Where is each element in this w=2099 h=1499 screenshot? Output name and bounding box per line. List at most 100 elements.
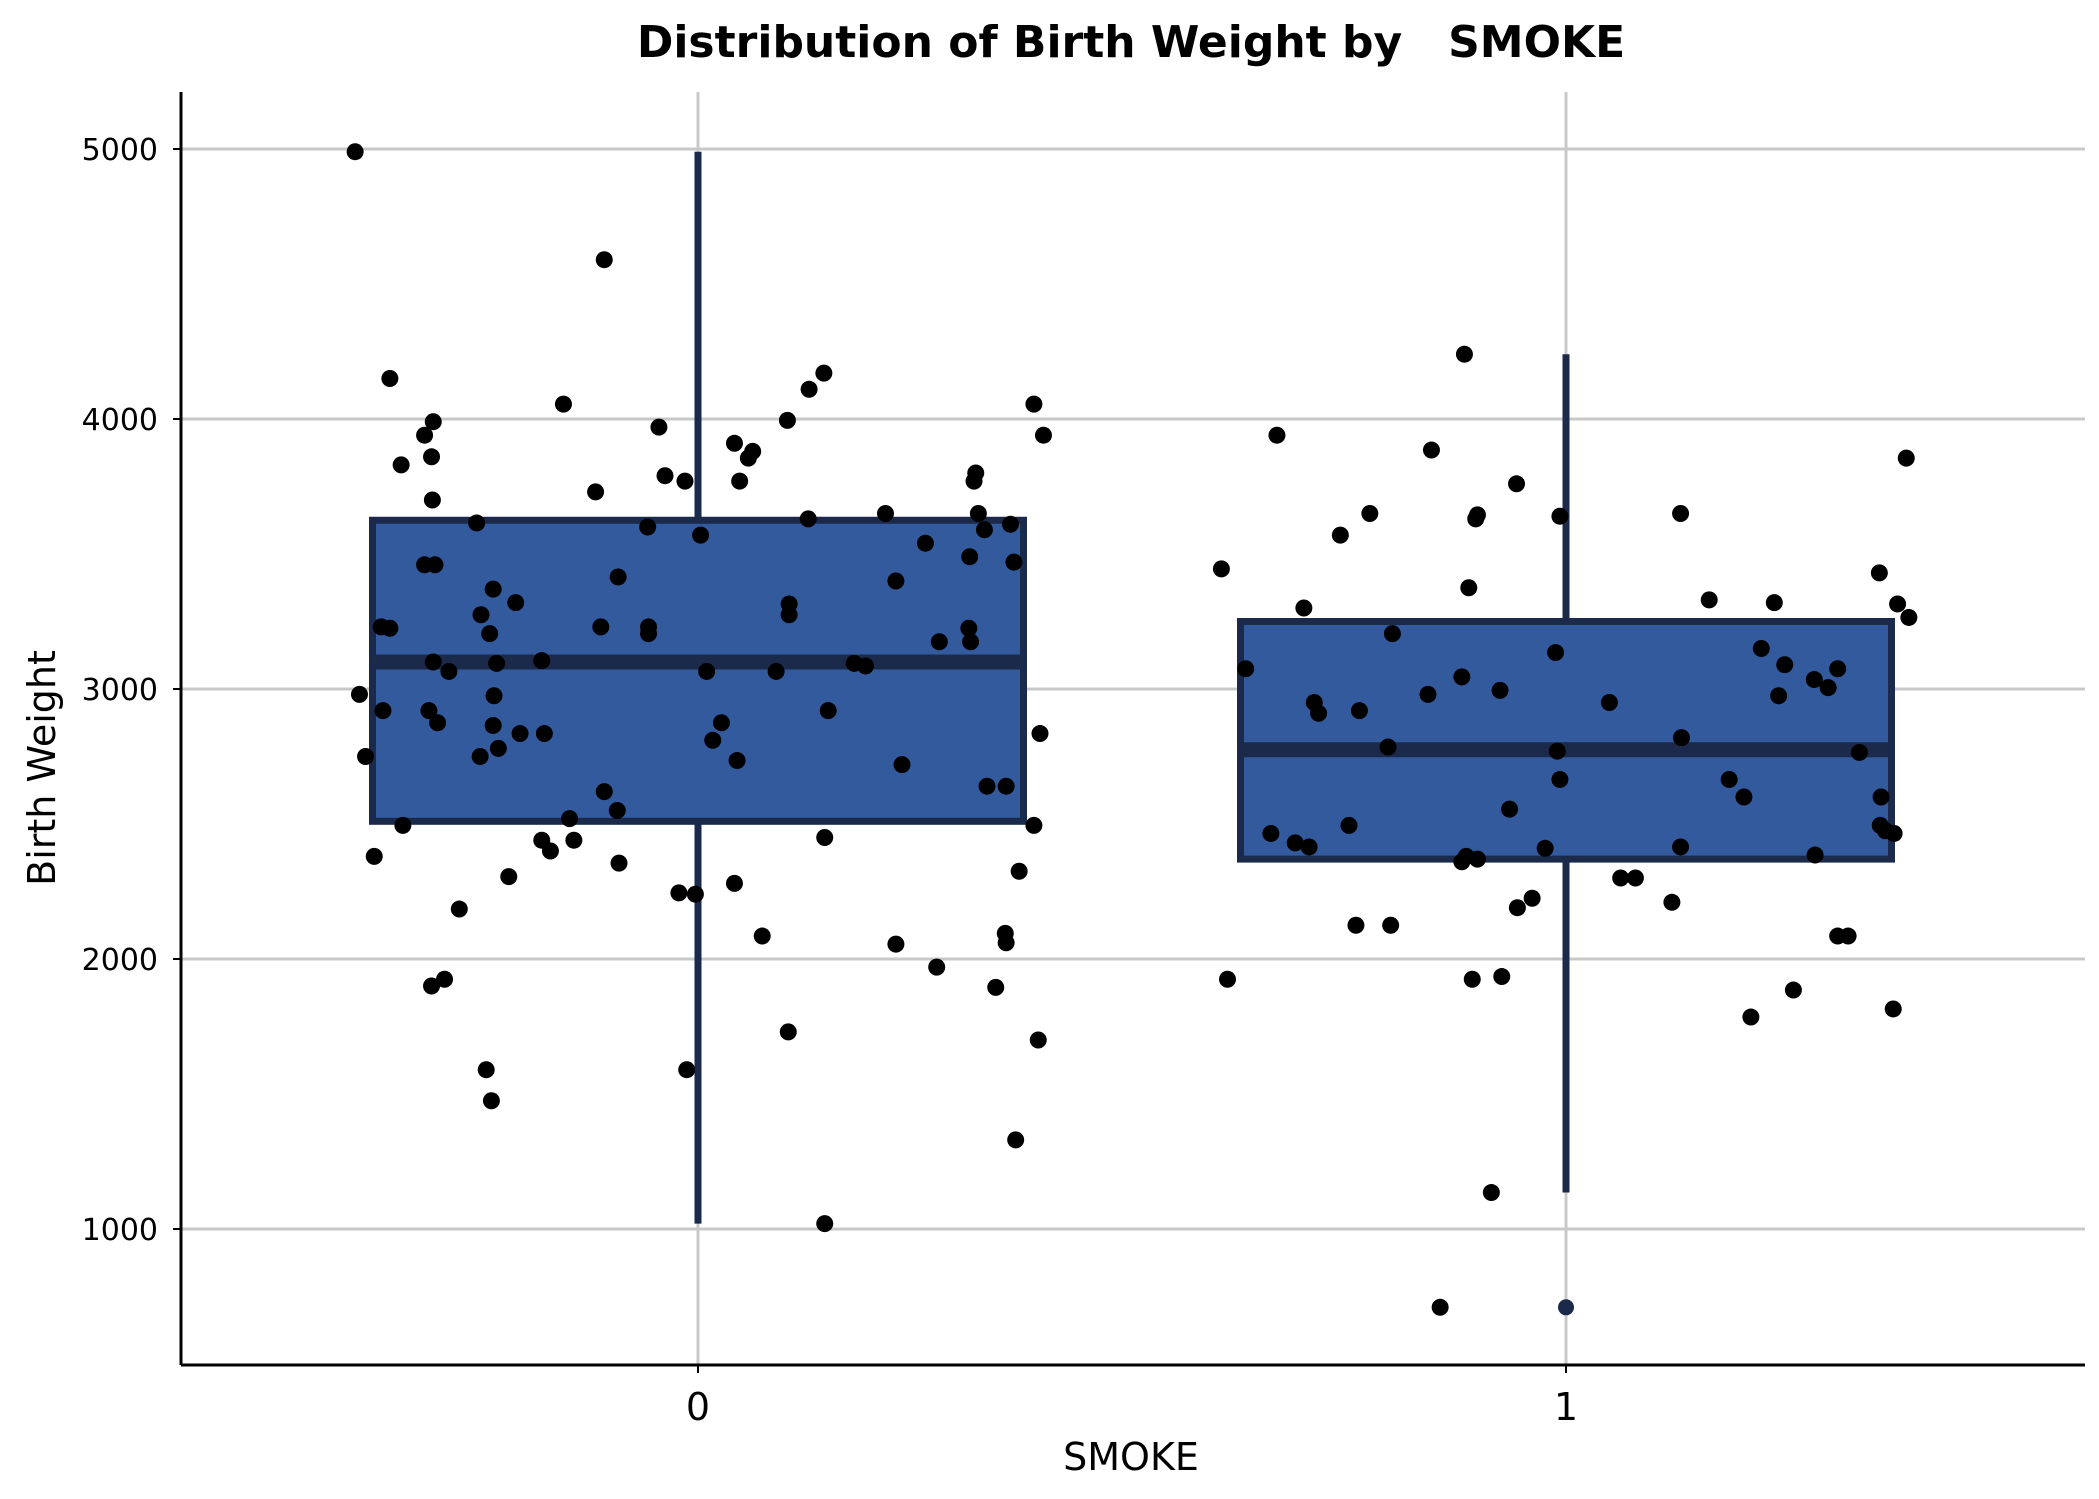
y-axis-title: Birth Weight xyxy=(20,650,64,886)
data-point-153 xyxy=(1735,788,1753,806)
data-point-183 xyxy=(1742,1008,1760,1026)
data-point-102 xyxy=(423,977,441,995)
data-point-138 xyxy=(1453,668,1471,686)
boxes xyxy=(369,516,1895,1316)
data-point-66 xyxy=(484,716,502,734)
data-point-55 xyxy=(488,654,506,672)
data-point-23 xyxy=(799,510,817,528)
data-point-113 xyxy=(1268,426,1286,444)
data-point-182 xyxy=(1884,1000,1902,1018)
data-point-92 xyxy=(450,900,468,918)
data-point-134 xyxy=(1776,656,1794,674)
data-point-127 xyxy=(1765,594,1783,612)
data-point-106 xyxy=(779,1023,797,1041)
data-point-120 xyxy=(1551,507,1569,525)
y-tick-label-1000: 1000 xyxy=(82,1213,158,1248)
data-point-181 xyxy=(1784,981,1802,999)
data-point-124 xyxy=(1870,564,1888,582)
data-point-142 xyxy=(1419,685,1437,703)
data-point-144 xyxy=(1310,704,1328,722)
data-point-57 xyxy=(698,662,716,680)
data-point-64 xyxy=(429,714,447,732)
data-point-20 xyxy=(468,514,486,532)
data-point-60 xyxy=(857,657,875,675)
data-point-75 xyxy=(704,731,722,749)
data-point-104 xyxy=(987,978,1005,996)
data-point-164 xyxy=(1536,839,1554,857)
data-point-170 xyxy=(1626,869,1644,887)
data-point-105 xyxy=(1029,1031,1047,1049)
data-point-54 xyxy=(440,662,458,680)
data-point-141 xyxy=(1491,681,1509,699)
data-point-177 xyxy=(1839,927,1857,945)
data-point-4 xyxy=(416,426,434,444)
data-point-175 xyxy=(1382,916,1400,934)
data-point-162 xyxy=(1300,838,1318,856)
data-point-24 xyxy=(876,505,894,522)
data-point-81 xyxy=(394,816,412,834)
data-point-156 xyxy=(1340,816,1358,834)
data-point-140 xyxy=(1819,679,1837,697)
y-tick-label-5000: 5000 xyxy=(82,133,158,168)
data-point-95 xyxy=(725,874,743,892)
data-point-15 xyxy=(731,472,749,490)
data-point-53 xyxy=(424,653,442,671)
data-point-180 xyxy=(1493,968,1511,986)
data-point-3 xyxy=(424,413,442,431)
data-point-21 xyxy=(639,518,657,536)
data-point-50 xyxy=(930,633,948,651)
data-point-69 xyxy=(511,725,529,743)
data-point-79 xyxy=(978,777,996,795)
data-point-71 xyxy=(1031,725,1049,743)
data-point-112 xyxy=(1455,345,1473,363)
data-point-91 xyxy=(500,868,518,886)
data-point-167 xyxy=(1468,850,1486,868)
data-point-137 xyxy=(1805,671,1823,689)
data-point-17 xyxy=(676,472,694,490)
data-point-147 xyxy=(1672,729,1690,747)
data-point-8 xyxy=(815,364,833,382)
data-point-88 xyxy=(565,831,583,849)
data-point-0 xyxy=(346,143,364,161)
data-point-32 xyxy=(1034,426,1052,444)
data-point-130 xyxy=(1900,608,1918,626)
data-point-117 xyxy=(1361,505,1379,522)
outlier-point-1-0 xyxy=(1558,1299,1574,1316)
data-point-6 xyxy=(392,456,410,474)
data-point-1 xyxy=(595,251,613,269)
data-point-168 xyxy=(1806,846,1824,864)
data-point-25 xyxy=(916,534,934,552)
x-tick-label-1: 1 xyxy=(1554,1385,1578,1429)
data-point-35 xyxy=(609,568,627,586)
data-point-82 xyxy=(608,802,626,819)
y-tick-labels: 1000 2000 3000 4000 5000 xyxy=(82,133,158,1248)
data-point-18 xyxy=(587,483,605,501)
data-point-173 xyxy=(1663,893,1681,911)
data-point-80 xyxy=(997,777,1015,795)
data-point-40 xyxy=(507,594,525,612)
data-point-166 xyxy=(1453,853,1471,871)
data-point-129 xyxy=(1295,599,1313,617)
data-point-94 xyxy=(686,885,704,903)
data-point-9 xyxy=(800,380,818,398)
data-point-116 xyxy=(1508,475,1526,493)
data-point-150 xyxy=(1850,743,1868,761)
data-point-12 xyxy=(725,434,743,452)
data-point-128 xyxy=(1889,595,1907,613)
data-point-65 xyxy=(485,687,503,705)
data-point-41 xyxy=(472,606,490,624)
data-point-163 xyxy=(1672,838,1690,856)
data-point-100 xyxy=(997,934,1015,952)
chart-title: Distribution of Birth Weight by SMOKE xyxy=(637,17,1625,68)
data-point-154 xyxy=(1872,788,1890,806)
data-point-29 xyxy=(975,521,993,539)
data-point-39 xyxy=(484,580,502,598)
data-point-63 xyxy=(420,702,438,720)
data-point-28 xyxy=(965,472,983,490)
data-point-36 xyxy=(887,572,905,590)
data-point-151 xyxy=(1551,770,1569,788)
x-tick-label-0: 0 xyxy=(686,1385,710,1429)
data-point-185 xyxy=(1431,1298,1449,1316)
